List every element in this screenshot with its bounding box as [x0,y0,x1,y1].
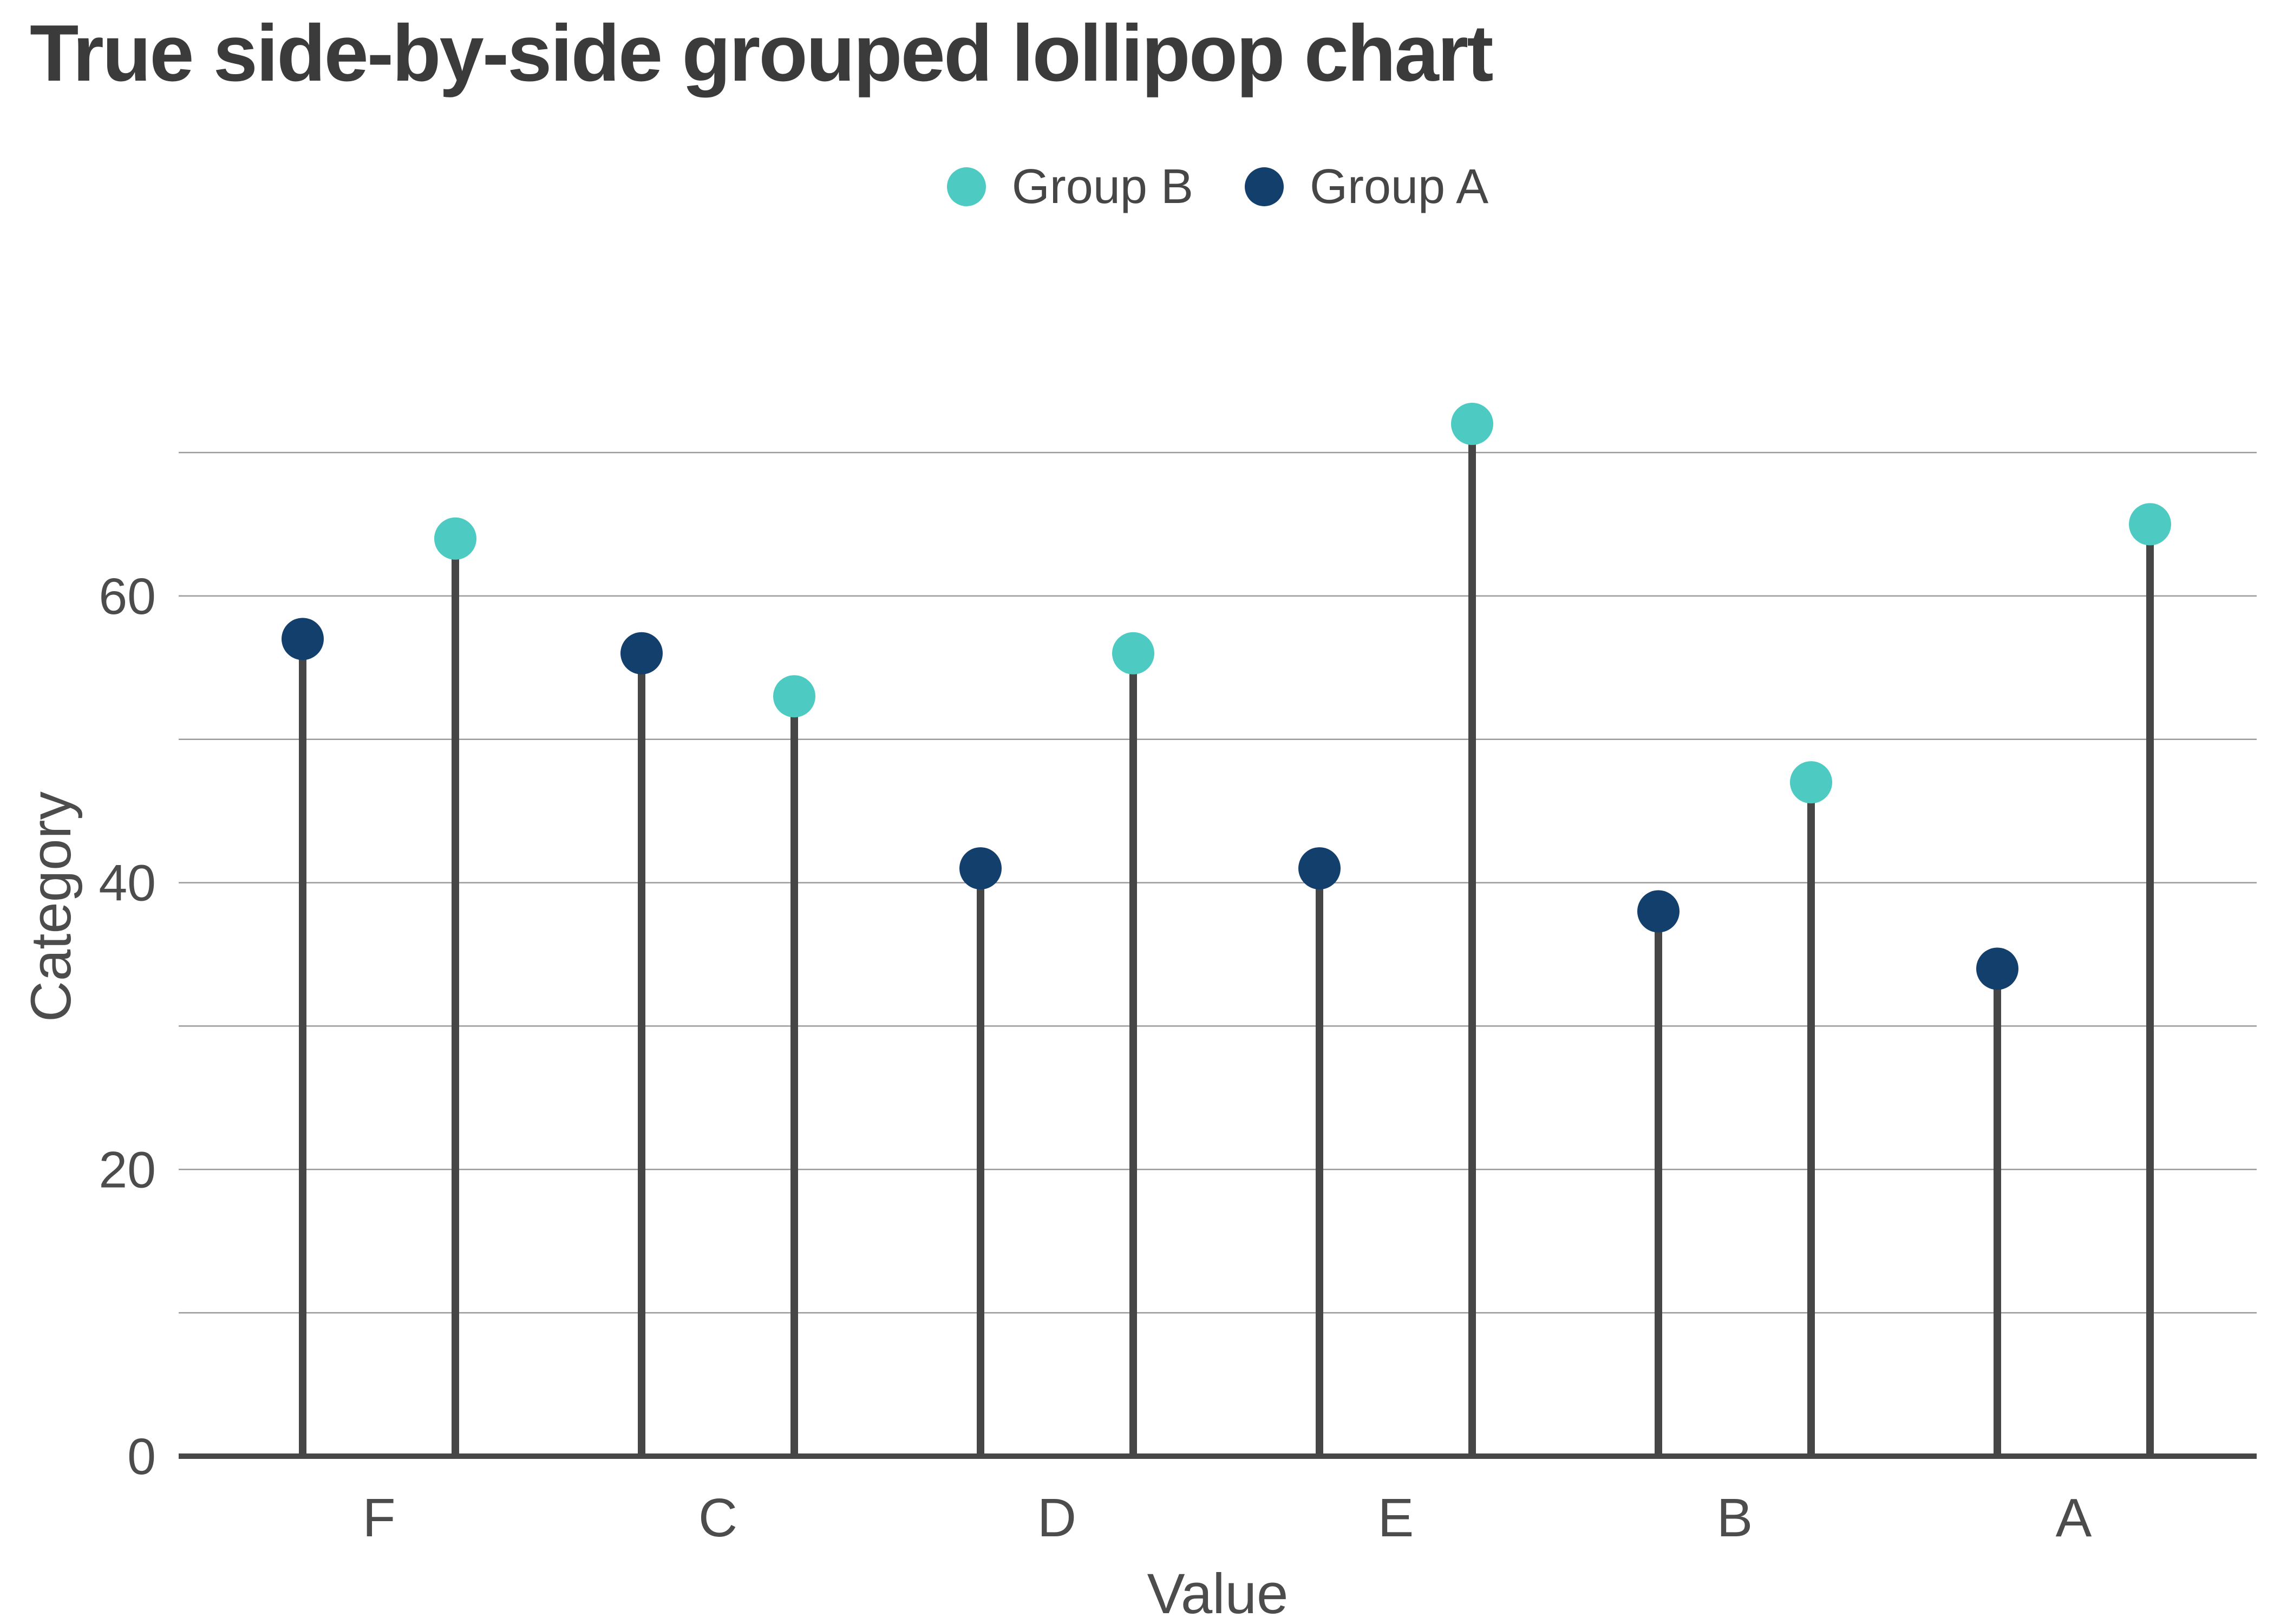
lollipop-dot-F-group-a [282,618,324,660]
y-tick-label-20: 20 [99,1141,156,1199]
x-category-label-E: E [1378,1488,1414,1548]
chart-title: True side-by-side grouped lollipop chart [30,9,1494,98]
x-category-label-C: C [698,1488,737,1548]
lollipop-dot-B-group-b [1790,761,1832,804]
lollipop-dot-E-group-b [1451,403,1493,446]
x-category-label-A: A [2056,1488,2092,1548]
legend-item-group-a: Group A [1244,160,1489,214]
lollipop-dot-C-group-a [620,632,663,675]
lollipop-dot-D-group-b [1112,632,1154,675]
legend-marker-icon [946,167,986,206]
y-tick-label-0: 0 [127,1428,156,1485]
lollipop-dot-F-group-b [434,517,476,560]
x-axis-title: Value [1147,1562,1289,1624]
legend-label: Group A [1309,160,1489,214]
legend-item-group-b: Group B [946,160,1193,214]
x-category-label-D: D [1037,1488,1076,1548]
y-tick-label-60: 60 [99,568,156,625]
lollipop-dot-D-group-a [959,847,1002,890]
legend-label: Group B [1011,160,1193,214]
lollipop-dot-A-group-a [1976,947,2018,990]
lollipop-dot-E-group-a [1298,847,1341,890]
x-category-label-F: F [362,1488,395,1548]
lollipop-dot-C-group-b [773,675,815,718]
legend-marker-icon [1244,167,1284,206]
legend: Group B Group A [179,162,2257,211]
y-tick-label-40: 40 [99,855,156,912]
lollipop-dot-B-group-a [1637,890,1680,933]
y-axis-title: Category [19,791,83,1023]
x-category-label-B: B [1717,1488,1753,1548]
lollipop-dot-A-group-b [2129,503,2171,546]
